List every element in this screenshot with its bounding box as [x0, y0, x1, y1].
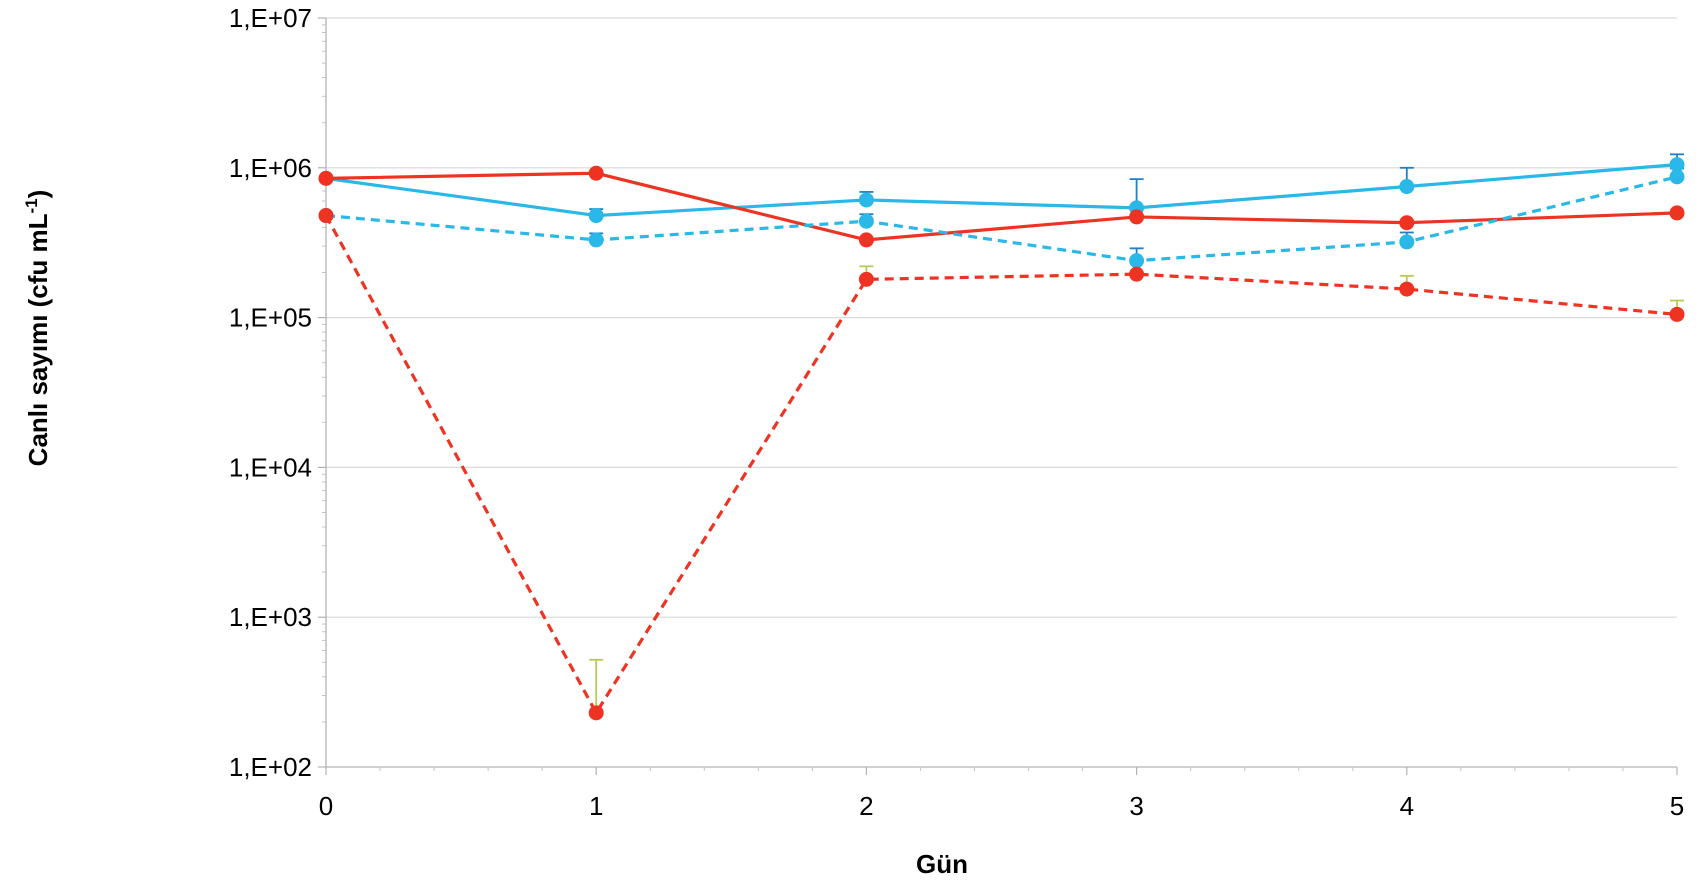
data-point [1399, 234, 1415, 250]
data-point [588, 208, 604, 224]
data-point [858, 213, 874, 229]
series-line-1 [325, 163, 1678, 218]
data-point [1669, 306, 1685, 322]
x-axis-title: Gün [916, 849, 968, 879]
data-point [858, 232, 874, 248]
y-axis-title: Canlı sayımı (cfu mL-1) [22, 190, 53, 467]
data-point [318, 170, 334, 186]
data-point [1129, 209, 1145, 225]
series-lines [324, 163, 1678, 715]
y-axis-title-main: Canlı sayımı (cfu mL [23, 213, 53, 466]
gridlines [326, 17, 1677, 618]
y-tick-label: 1,E+04 [229, 452, 312, 482]
data-point [1399, 281, 1415, 297]
data-point [858, 192, 874, 208]
data-point [1669, 205, 1685, 221]
series-line-3 [325, 175, 1678, 263]
y-axis-title-close: ) [23, 190, 53, 199]
data-point [1669, 157, 1685, 173]
axes [318, 17, 1678, 775]
series-line-4 [324, 214, 1678, 715]
data-point [1129, 266, 1145, 282]
data-point [318, 208, 334, 224]
data-point [1129, 253, 1145, 269]
data-point [588, 232, 604, 248]
y-tick-label: 1,E+05 [229, 303, 312, 333]
x-tick-label: 3 [1129, 791, 1143, 821]
x-tick-label: 0 [319, 791, 333, 821]
data-point [1669, 169, 1685, 185]
data-points [318, 157, 1685, 721]
data-point [588, 165, 604, 181]
y-tick-label: 1,E+06 [229, 153, 312, 183]
x-tick-label: 4 [1400, 791, 1414, 821]
series-line-2 [325, 171, 1678, 242]
y-tick-label: 1,E+02 [229, 752, 312, 782]
data-point [1399, 179, 1415, 195]
y-axis-title-superscript: -1 [22, 198, 41, 213]
data-point [588, 705, 604, 721]
data-point [858, 271, 874, 287]
error-bars [589, 153, 1684, 713]
x-tick-label: 2 [859, 791, 873, 821]
y-tick-label: 1,E+03 [229, 602, 312, 632]
x-tick-label: 1 [589, 791, 603, 821]
data-point [1399, 215, 1415, 231]
tick-labels: 1,E+02 1,E+03 1,E+04 1,E+05 1,E+06 1,E+07 0 1 2 3… [229, 3, 1684, 821]
y-tick-label: 1,E+07 [229, 3, 312, 33]
x-tick-label: 5 [1670, 791, 1684, 821]
